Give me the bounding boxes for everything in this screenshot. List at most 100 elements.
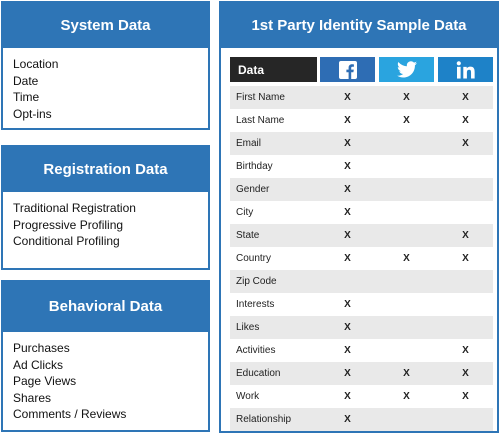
facebook-mark: X [344, 368, 351, 379]
table-row: Work X X X [230, 385, 493, 408]
facebook-mark: X [344, 253, 351, 264]
table-row: Activities X X [230, 339, 493, 362]
row-label: Relationship [236, 414, 292, 425]
system-data-item: Location [13, 57, 59, 71]
twitter-mark [379, 155, 434, 178]
linkedin-mark [438, 178, 493, 201]
table-row: Likes X [230, 316, 493, 339]
twitter-mark: X [403, 253, 410, 264]
data-column-header: Data [230, 57, 317, 82]
facebook-mark: X [344, 230, 351, 241]
twitter-mark [379, 201, 434, 224]
registration-data-item: Progressive Profiling [13, 217, 124, 232]
twitter-mark [379, 293, 434, 316]
table-row: Interests X [230, 293, 493, 316]
table-row: Gender X [230, 178, 493, 201]
table-row: First Name X X X [230, 86, 493, 109]
system-data-item: Time [13, 90, 40, 104]
twitter-mark: X [403, 391, 410, 402]
table-row: Zip Code [230, 270, 493, 293]
table-row: Relationship X [230, 408, 493, 431]
identity-data-panel: 1st Party Identity Sample Data Data [219, 1, 499, 433]
facebook-mark: X [344, 184, 351, 195]
row-label: Birthday [236, 161, 273, 172]
row-label: Interests [236, 299, 275, 310]
row-label: State [236, 230, 260, 241]
behavioral-data-item: Comments / Reviews [13, 407, 127, 421]
facebook-mark: X [344, 391, 351, 402]
system-data-panel: System Data Location Date Time Opt-ins [1, 1, 210, 130]
table-row: Birthday X [230, 155, 493, 178]
registration-data-item: Conditional Profiling [13, 234, 120, 248]
table-row: State X X [230, 224, 493, 247]
linkedin-icon [456, 60, 475, 79]
system-data-list: Location Date Time Opt-ins [3, 48, 208, 130]
identity-data-title: 1st Party Identity Sample Data [221, 3, 497, 48]
twitter-mark: X [403, 115, 410, 126]
twitter-mark: X [403, 368, 410, 379]
linkedin-mark [438, 270, 493, 293]
registration-data-list: Traditional Registration Progressive Pro… [3, 192, 208, 258]
table-row: Education X X X [230, 362, 493, 385]
row-label: Email [236, 138, 262, 149]
facebook-column-header [320, 57, 375, 82]
facebook-mark: X [344, 207, 351, 218]
row-label: Education [236, 368, 281, 379]
twitter-column-header [379, 57, 434, 82]
linkedin-column-header [438, 57, 493, 82]
linkedin-mark [438, 408, 493, 431]
facebook-mark: X [344, 161, 351, 172]
facebook-mark: X [344, 299, 351, 310]
behavioral-data-list: Purchases Ad Clicks Page Views Shares Co… [3, 332, 208, 431]
behavioral-data-item: Page Views [13, 374, 77, 388]
linkedin-mark: X [462, 138, 469, 149]
facebook-mark: X [344, 115, 351, 126]
facebook-mark [320, 270, 375, 293]
linkedin-mark: X [462, 391, 469, 402]
linkedin-mark: X [462, 368, 469, 379]
twitter-mark [379, 316, 434, 339]
linkedin-mark [438, 316, 493, 339]
behavioral-data-item: Ad Clicks [13, 357, 64, 372]
behavioral-data-title: Behavioral Data [3, 282, 208, 332]
behavioral-data-item: Shares [13, 390, 52, 405]
row-label: Work [236, 391, 260, 402]
row-label: Gender [236, 184, 270, 195]
facebook-icon [338, 60, 357, 79]
linkedin-mark: X [462, 92, 469, 103]
identity-table-body: First Name X X X Last Name X X X Email X X Birthday… [230, 86, 493, 431]
row-label: City [236, 207, 254, 218]
identity-table-header: Data [230, 57, 493, 82]
facebook-mark: X [344, 345, 351, 356]
row-label: Last Name [236, 115, 285, 126]
row-label: First Name [236, 92, 285, 103]
behavioral-data-item: Purchases [13, 341, 70, 355]
facebook-mark: X [344, 414, 351, 425]
row-label: Country [236, 253, 272, 264]
twitter-mark [379, 132, 434, 155]
table-row: Country X X X [230, 247, 493, 270]
linkedin-mark: X [462, 115, 469, 126]
twitter-mark: X [403, 92, 410, 103]
linkedin-mark: X [462, 345, 469, 356]
registration-data-item: Traditional Registration [13, 201, 136, 215]
facebook-mark: X [344, 92, 351, 103]
twitter-mark [379, 178, 434, 201]
linkedin-mark [438, 201, 493, 224]
row-label: Zip Code [236, 276, 277, 287]
twitter-icon [396, 61, 417, 78]
facebook-mark: X [344, 138, 351, 149]
table-row: Email X X [230, 132, 493, 155]
identity-table: Data First Name X X X Last Name X X [230, 57, 493, 431]
linkedin-mark: X [462, 253, 469, 264]
table-row: Last Name X X X [230, 109, 493, 132]
twitter-mark [379, 224, 434, 247]
registration-data-panel: Registration Data Traditional Registrati… [1, 145, 210, 270]
linkedin-mark: X [462, 230, 469, 241]
twitter-mark [379, 339, 434, 362]
linkedin-mark [438, 155, 493, 178]
table-row: City X [230, 201, 493, 224]
twitter-mark [379, 270, 434, 293]
row-label: Activities [236, 345, 276, 356]
linkedin-mark [438, 293, 493, 316]
